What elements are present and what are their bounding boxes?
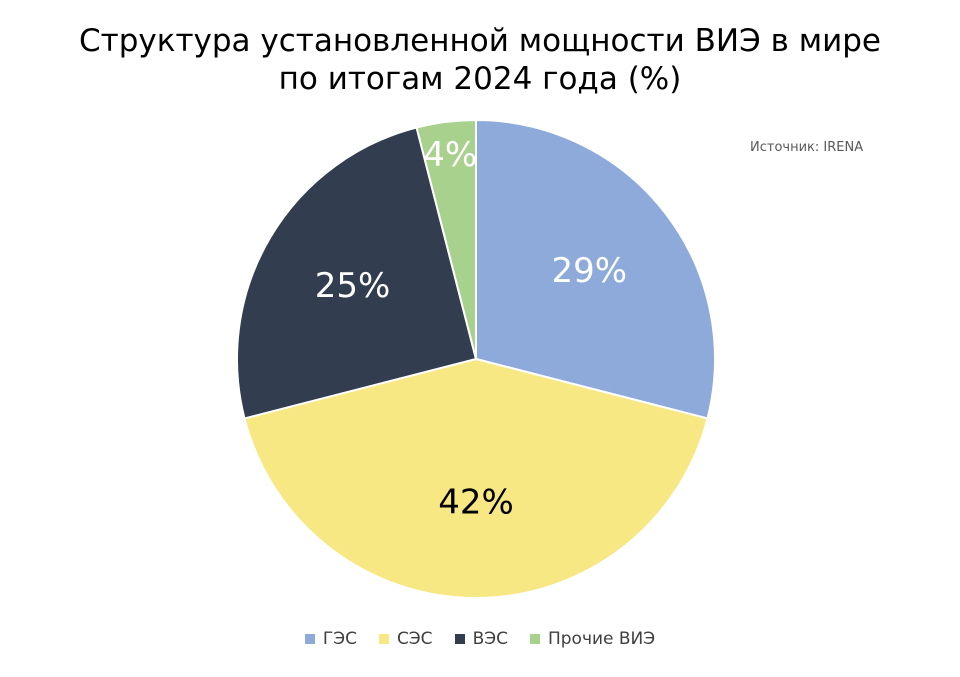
chart-title-line-1: Структура установленной мощности ВИЭ в м… <box>79 23 881 59</box>
chart-legend: ГЭС СЭС ВЭС Прочие ВИЭ <box>0 629 960 649</box>
legend-label-2: СЭС <box>396 629 433 649</box>
legend-swatch-2 <box>378 634 389 644</box>
pie-slice-3 <box>236 126 478 420</box>
legend-label-4: Прочие ВИЭ <box>547 629 656 649</box>
legend-label-3: ВЭС <box>472 629 508 649</box>
chart-title: Структура установленной мощности ВИЭ в м… <box>0 22 960 98</box>
pie-slice-label-2: 42% <box>438 482 514 522</box>
pie-slice-label-3: 25% <box>315 266 391 306</box>
chart-title-line-2: по итогам 2024 года (%) <box>278 61 682 97</box>
legend-swatch-4 <box>529 634 540 644</box>
legend-item-1: ГЭС <box>304 629 357 649</box>
legend-item-4: Прочие ВИЭ <box>529 629 656 649</box>
legend-swatch-1 <box>304 634 315 644</box>
legend-swatch-3 <box>454 634 465 644</box>
legend-label-1: ГЭС <box>322 629 357 649</box>
source-note: Источник: IRENA <box>750 140 864 155</box>
pie-slice-label-1: 29% <box>552 251 628 291</box>
legend-item-2: СЭС <box>378 629 433 649</box>
pie-slice-label-4: 4% <box>423 135 477 175</box>
pie-slice-1 <box>475 118 716 420</box>
pie-slice-2 <box>243 357 709 599</box>
pie-slice-4 <box>415 118 477 360</box>
legend-item-3: ВЭС <box>454 629 508 649</box>
